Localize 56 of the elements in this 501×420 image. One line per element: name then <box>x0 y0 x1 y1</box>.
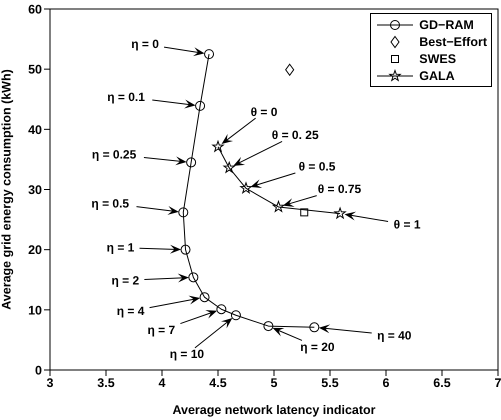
point <box>334 208 346 219</box>
x-tick-label: 5.5 <box>321 376 339 390</box>
x-tick-label: 7 <box>494 376 501 390</box>
annotation: η = 2 <box>112 273 140 288</box>
y-tick-label: 20 <box>28 243 42 258</box>
point <box>230 310 241 320</box>
annotation: η = 4 <box>116 304 145 318</box>
x-tick-label: 4 <box>158 376 166 390</box>
annotation: η = 7 <box>148 323 176 338</box>
point <box>200 292 210 302</box>
point <box>188 272 198 282</box>
annotation: θ = 0 <box>250 104 278 119</box>
legend-label: SWES <box>419 52 456 66</box>
y-tick-label: 40 <box>28 122 42 137</box>
point <box>180 244 191 255</box>
annotation: η = 0.5 <box>91 196 130 210</box>
annotation: θ = 0.75 <box>318 182 362 196</box>
annotation: η = 0 <box>131 37 160 52</box>
point <box>195 100 206 111</box>
y-tick-label: 50 <box>28 62 42 77</box>
point <box>285 64 294 76</box>
x-tick-label: 3 <box>46 376 54 390</box>
annotation: θ = 1 <box>394 218 421 232</box>
x-tick-label: 6.5 <box>433 376 451 390</box>
point <box>263 321 274 332</box>
annotation: η = 1 <box>106 240 135 255</box>
x-tick-label: 4.5 <box>209 376 227 390</box>
point <box>216 304 226 314</box>
point <box>178 207 188 218</box>
point <box>272 200 284 212</box>
y-tick-label: 10 <box>28 303 42 318</box>
annotation: θ = 0. 25 <box>272 128 319 142</box>
legend-label: GD−RAM <box>419 18 474 32</box>
annotation: θ = 0.5 <box>298 159 336 174</box>
x-tick-label: 3.5 <box>97 376 115 390</box>
point <box>240 182 252 194</box>
point <box>300 208 308 216</box>
annotation: η = 0.25 <box>92 147 137 162</box>
legend-label: Best−Effort <box>419 34 487 48</box>
point <box>309 322 320 332</box>
x-tick-label: 5 <box>270 376 278 390</box>
y-axis-title: Average grid energy consumption (kWh) <box>0 69 14 310</box>
y-tick-label: 0 <box>35 363 42 378</box>
x-axis-title: Average network latency indicator <box>172 403 376 417</box>
y-tick-label: 60 <box>28 2 42 16</box>
annotation: η = 40 <box>377 328 412 342</box>
point <box>204 49 214 60</box>
annotation: η = 0.1 <box>107 90 146 104</box>
x-tick-label: 6 <box>382 376 390 390</box>
y-tick-label: 30 <box>28 182 42 197</box>
legend-label: GALA <box>419 68 455 82</box>
point <box>212 140 224 152</box>
point <box>223 162 235 173</box>
point <box>186 157 196 168</box>
annotation: η = 20 <box>300 340 335 354</box>
annotation: η = 10 <box>170 347 204 362</box>
